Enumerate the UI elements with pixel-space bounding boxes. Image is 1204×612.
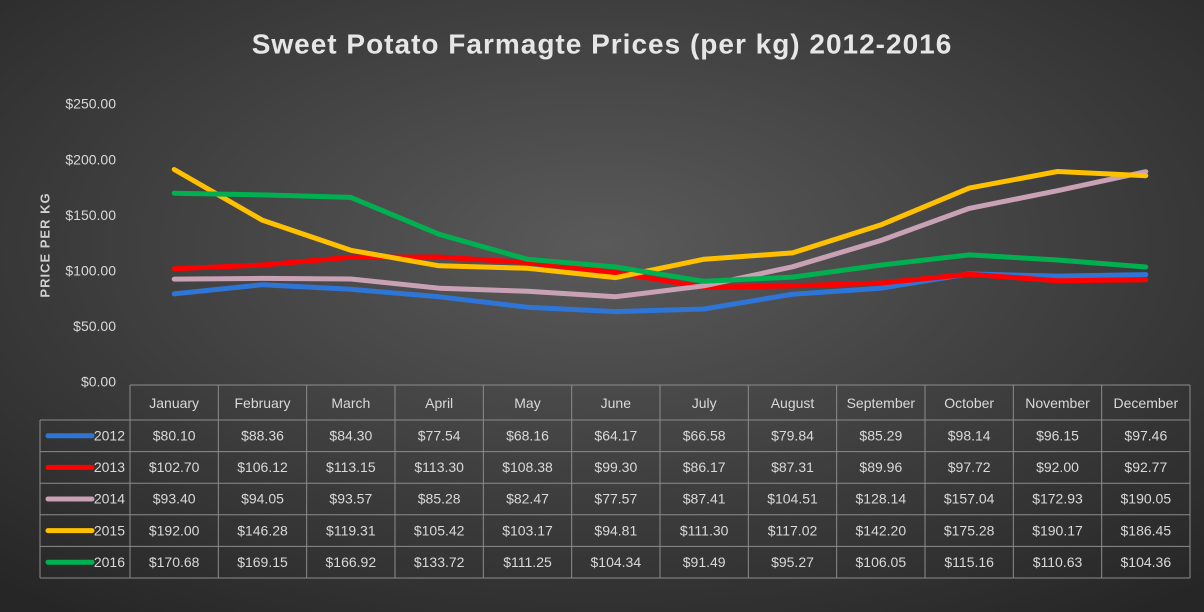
data-label: $97.46 (1124, 428, 1167, 444)
y-tick-label: $150.00 (65, 207, 116, 223)
data-label: $104.51 (767, 491, 818, 507)
data-label: $77.57 (594, 491, 637, 507)
data-label: $111.25 (503, 554, 552, 570)
x-tick-label: February (234, 395, 290, 411)
data-label: $80.10 (153, 428, 196, 444)
y-tick-label: $50.00 (73, 318, 116, 334)
data-label: $170.68 (149, 554, 200, 570)
series-line (171, 190, 1149, 284)
data-label: $113.15 (326, 459, 376, 475)
series-line (171, 169, 1149, 300)
data-label: $117.02 (768, 522, 818, 538)
data-label: $192.00 (149, 522, 200, 538)
data-label: $157.04 (944, 491, 995, 507)
data-label: $175.28 (944, 522, 995, 538)
data-label: $93.57 (329, 491, 372, 507)
data-label: $91.49 (683, 554, 726, 570)
data-label: $128.14 (856, 491, 907, 507)
data-label: $94.05 (241, 491, 284, 507)
series-line (171, 254, 1149, 290)
data-label: $92.00 (1036, 459, 1079, 475)
data-label: $169.15 (237, 554, 288, 570)
x-tick-label: September (847, 395, 916, 411)
data-label: $82.47 (506, 491, 549, 507)
data-label: $96.15 (1036, 428, 1079, 444)
data-label: $106.05 (856, 554, 907, 570)
y-tick-label: $0.00 (81, 374, 116, 390)
x-tick-label: May (514, 395, 540, 411)
data-label: $87.41 (683, 491, 726, 507)
data-label: $110.63 (1033, 554, 1083, 570)
data-label: $95.27 (771, 554, 814, 570)
x-tick-label: October (944, 395, 994, 411)
data-label: $142.20 (856, 522, 907, 538)
legend-label: 2012 (94, 428, 125, 444)
data-label: $94.81 (594, 522, 637, 538)
data-label: $104.34 (591, 554, 642, 570)
data-label: $146.28 (237, 522, 288, 538)
x-tick-label: March (331, 395, 370, 411)
data-label: $66.58 (683, 428, 726, 444)
data-label: $68.16 (506, 428, 549, 444)
data-label: $166.92 (326, 554, 377, 570)
legend-label: 2015 (94, 522, 125, 538)
data-label: $104.36 (1121, 554, 1172, 570)
x-tick-label: January (149, 395, 199, 411)
x-tick-label: April (425, 395, 453, 411)
data-label: $98.14 (948, 428, 991, 444)
data-label: $77.54 (418, 428, 461, 444)
data-label: $97.72 (948, 459, 991, 475)
data-label: $103.17 (502, 522, 553, 538)
data-label: $111.30 (680, 522, 729, 538)
chart-title: Sweet Potato Farmagte Prices (per kg) 20… (252, 28, 953, 59)
data-label: $115.16 (944, 554, 994, 570)
data-label: $119.31 (326, 522, 376, 538)
data-label: $105.42 (414, 522, 465, 538)
y-tick-label: $250.00 (65, 96, 116, 112)
y-tick-label: $200.00 (65, 151, 116, 167)
data-label: $102.70 (149, 459, 200, 475)
data-label: $93.40 (153, 491, 196, 507)
series-line (171, 167, 1149, 281)
data-label: $99.30 (594, 459, 637, 475)
x-tick-label: August (771, 395, 815, 411)
legend-label: 2014 (94, 491, 125, 507)
data-label: $113.30 (414, 459, 464, 475)
data-label: $108.38 (502, 459, 553, 475)
data-label: $64.17 (594, 428, 637, 444)
data-label: $79.84 (771, 428, 814, 444)
data-label: $89.96 (859, 459, 902, 475)
data-label: $88.36 (241, 428, 284, 444)
y-tick-label: $100.00 (65, 263, 116, 279)
x-tick-label: November (1025, 395, 1090, 411)
legend-label: 2016 (94, 554, 125, 570)
x-tick-label: December (1114, 395, 1179, 411)
data-label: $106.12 (237, 459, 288, 475)
data-label: $87.31 (771, 459, 814, 475)
data-label: $190.05 (1121, 491, 1172, 507)
data-label: $85.28 (418, 491, 461, 507)
data-label: $92.77 (1124, 459, 1167, 475)
data-label: $86.17 (683, 459, 726, 475)
legend-label: 2013 (94, 459, 125, 475)
data-label: $190.17 (1032, 522, 1083, 538)
data-label: $133.72 (414, 554, 465, 570)
data-label: $84.30 (329, 428, 372, 444)
data-label: $172.93 (1032, 491, 1083, 507)
y-axis-label: PRICE PER KG (37, 192, 52, 297)
x-tick-label: June (601, 395, 632, 411)
data-label: $85.29 (859, 428, 902, 444)
x-tick-label: July (692, 395, 717, 411)
data-label: $186.45 (1121, 522, 1172, 538)
